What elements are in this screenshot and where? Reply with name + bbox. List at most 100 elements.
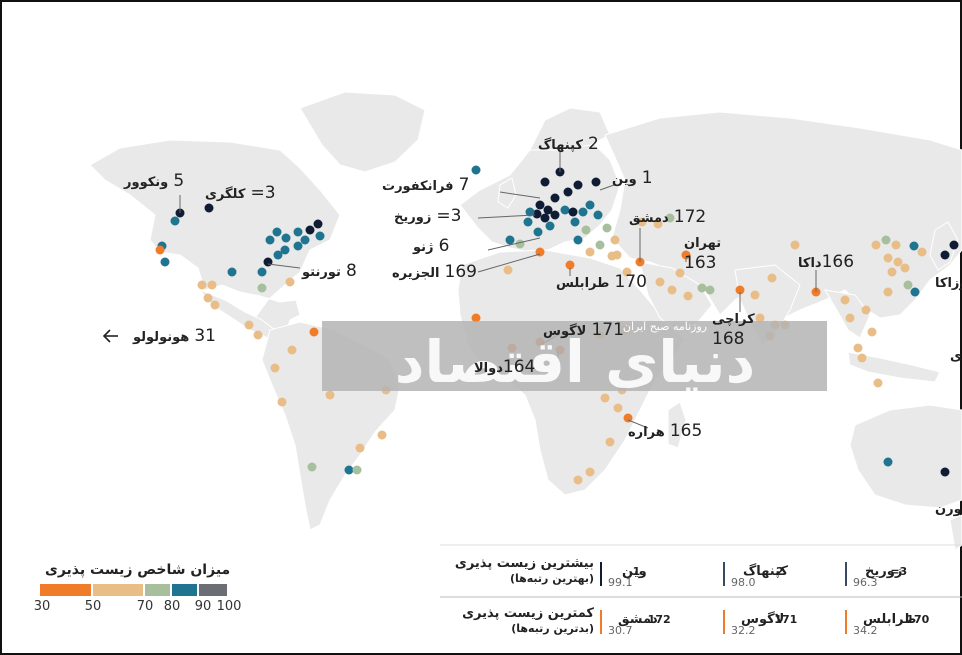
city-dot [867, 327, 877, 337]
cell-name: کپنهاگ [743, 564, 788, 579]
city-dot [560, 205, 570, 215]
label-damascus: 172 دمشق [629, 207, 706, 227]
label-zurich: 3= زوریخ [394, 206, 461, 226]
cell-score: 98.0 [731, 576, 756, 589]
city-dot [471, 165, 481, 175]
label-douala: 164دوالا [474, 357, 535, 377]
legend-tick: 80 [163, 599, 181, 614]
city-dot [940, 467, 950, 477]
city-dot [595, 240, 605, 250]
city-dot [309, 327, 319, 337]
worst-header-title: کمترین زیست پذیری [462, 606, 594, 621]
city-dot [263, 257, 273, 267]
land-europe [459, 134, 621, 253]
cell-rank: 172 [647, 613, 671, 626]
land-madagascar [667, 401, 687, 449]
rank-bar [600, 562, 602, 586]
city-dot [697, 283, 707, 293]
rank-number: 3= [250, 183, 276, 203]
city-dot [293, 227, 303, 237]
city-name: الجزیره [392, 266, 440, 281]
city-dot [573, 475, 583, 485]
city-dot [471, 313, 481, 323]
city-dot [909, 241, 919, 251]
city-dot [533, 227, 543, 237]
city-dot [257, 283, 267, 293]
city-name: داکا [798, 256, 822, 271]
rank-bar [845, 610, 847, 634]
rank-number: 168 [712, 329, 745, 349]
rank-number: 7 [458, 175, 470, 195]
city-dot [883, 457, 893, 467]
city-dot [655, 277, 665, 287]
city-name: فرانکفورت [382, 179, 454, 194]
city-dot [857, 353, 867, 363]
city-dot [257, 267, 267, 277]
city-dot [170, 216, 180, 226]
cell-name: وین [622, 564, 647, 579]
cell-name: زوریخ [865, 564, 903, 579]
leader-line [627, 419, 649, 429]
city-dot [505, 235, 515, 245]
legend-band-80-90 [172, 584, 197, 596]
city-dot [272, 227, 282, 237]
leader-line [487, 237, 541, 251]
city-dot [600, 393, 610, 403]
label-melbourne: ورن [935, 498, 962, 517]
city-dot [573, 180, 583, 190]
city-dot [591, 177, 601, 187]
city-dot [755, 313, 765, 323]
city-dot [653, 219, 663, 229]
city-name: دوالا [474, 361, 503, 376]
cell-rank: 3= [890, 565, 908, 578]
label-copenhagen: 2 کپنهاگ [538, 134, 599, 154]
city-dot [602, 223, 612, 233]
city-dot [515, 239, 525, 249]
cell-name: طرابلس [863, 612, 917, 627]
city-dot [585, 200, 595, 210]
city-dot [871, 240, 881, 250]
city-dot [227, 267, 237, 277]
city-dot [665, 213, 675, 223]
rank-bar [600, 610, 602, 634]
city-dot [503, 265, 513, 275]
city-dot [790, 240, 800, 250]
rank-number: 166 [821, 252, 855, 272]
city-dot [155, 245, 165, 255]
label-geneva: 6 ژنو [413, 236, 449, 256]
city-dot [525, 207, 535, 217]
city-dot [940, 250, 950, 260]
city-dot [883, 253, 893, 263]
city-dot [605, 437, 615, 447]
city-dot [315, 231, 325, 241]
city-name: هونولولو [133, 330, 190, 345]
label-vancouver: 5 ونکوور [124, 171, 184, 191]
city-dot [540, 177, 550, 187]
rank-number: 165 [669, 421, 703, 441]
rank-number: 169 [444, 262, 477, 282]
city-dot [585, 467, 595, 477]
city-dot [705, 285, 715, 295]
city-dot [917, 247, 927, 257]
land-greenland [299, 91, 426, 173]
city-name: تورنتو [302, 265, 341, 280]
city-dot [300, 235, 310, 245]
rank-number: 8 [345, 261, 357, 281]
city-dot [563, 187, 573, 197]
city-dot [900, 263, 910, 273]
city-dot [610, 235, 620, 245]
label-harare: 165 هراره [628, 421, 702, 441]
watermark: دنیای اقتصاد روزنامه صبح ایران [322, 320, 827, 396]
legend-tick: 100 [216, 599, 242, 614]
city-dot [613, 403, 623, 413]
legend-tick: 70 [136, 599, 154, 614]
city-name: ونکوور [124, 175, 169, 190]
worst-header-sub: (بدترین رتبه‌ها) [511, 622, 594, 635]
legend-band-50-70 [93, 584, 143, 596]
city-dot [285, 277, 295, 287]
leader-line [499, 191, 541, 199]
city-dot [853, 343, 863, 353]
land-asia [604, 111, 962, 321]
rank-bar [723, 562, 725, 586]
